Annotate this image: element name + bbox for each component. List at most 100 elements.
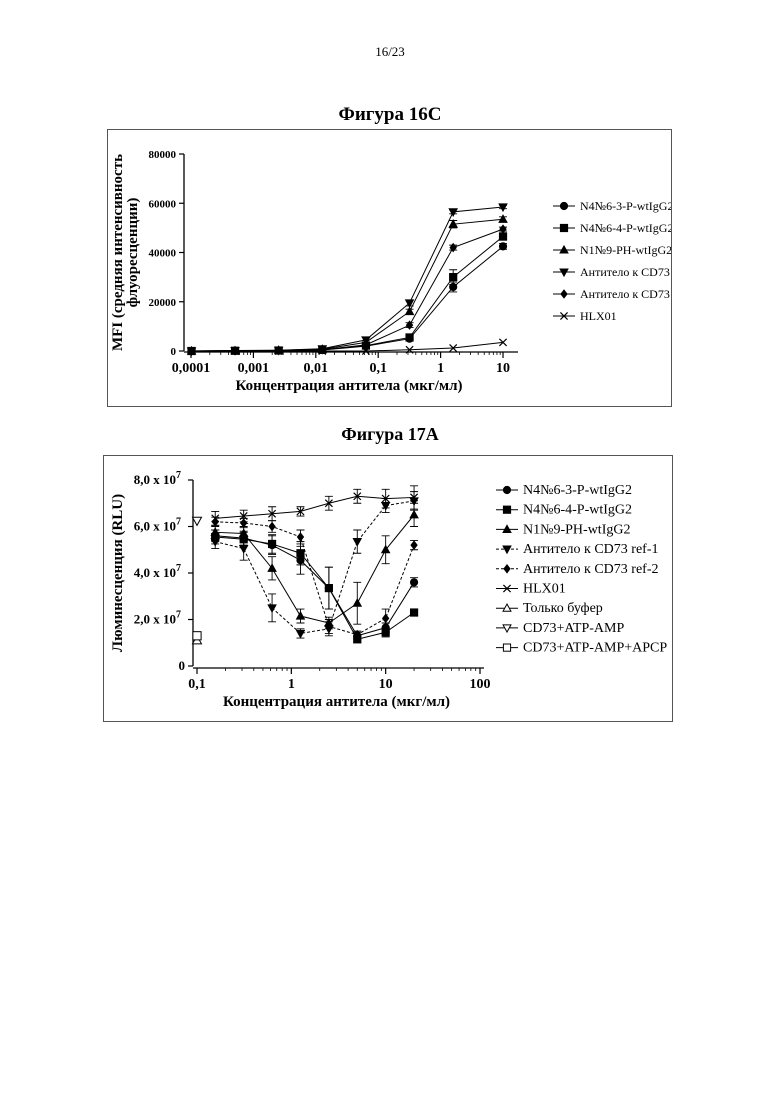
fig16c-legend-item-антитело-к-cd73-ref-1: Антитело к CD73 ref-1 bbox=[553, 265, 671, 279]
fig17a-x-tick-label: 10 bbox=[379, 677, 393, 692]
fig17a-series-cd73-atp-amp-apcp-point bbox=[193, 632, 201, 640]
fig16c-series-n4-6-4-p-wtigg2-point bbox=[499, 233, 506, 240]
fig16c-legend-label: N4№6-3-P-wtIgG2 bbox=[580, 199, 671, 213]
fig17a-series-cd73-atp-amp bbox=[192, 517, 201, 525]
fig17a-legend-label: CD73+ATP-AMP+APCP bbox=[523, 641, 667, 656]
fig16c-series-n4-6-4-p-wtigg2-line bbox=[192, 236, 503, 351]
figure-17a-chart: 0 2,0 x 107 4,0 x 107 6,0 x 107 8,0 x 107 0,1… bbox=[104, 456, 672, 721]
figure-17a-chart-frame: 0 2,0 x 107 4,0 x 107 6,0 x 107 8,0 x 107 0,1… bbox=[103, 455, 673, 722]
fig17a-y-tick-label: 0 bbox=[179, 658, 186, 673]
fig16c-legend-label: N1№9-PH-wtIgG2 bbox=[580, 243, 671, 257]
fig17a-legend-item-n4-6-4-p-wtigg2: N4№6-4-P-wtIgG2 bbox=[496, 503, 632, 518]
fig17a-series-cd73-atp-amp-apcp bbox=[193, 632, 201, 640]
fig17a-legend-marker bbox=[504, 565, 510, 573]
fig16c-legend-label: Антитело к CD73 ref-1 bbox=[580, 265, 671, 279]
fig16c-legend-marker bbox=[560, 224, 567, 231]
fig17a-y-tick-label: 6,0 x 107 bbox=[134, 517, 181, 534]
fig16c-series-n4-6-3-p-wtigg2-point bbox=[499, 243, 506, 250]
fig17a-series-антитело-к-cd73-ref-2-point bbox=[411, 541, 417, 549]
fig17a-series-n4-6-4-p-wtigg2-point bbox=[410, 609, 417, 616]
fig16c-y-tick-label: 80000 bbox=[149, 149, 177, 161]
fig16c-x-tick-label: 1 bbox=[437, 361, 444, 376]
fig17a-legend-item-антитело-к-cd73-ref-2: Антитело к CD73 ref-2 bbox=[496, 562, 658, 577]
fig16c-x-axis-label: Концентрация антитела (мкг/мл) bbox=[235, 378, 462, 394]
fig17a-legend-label: N1№9-PH-wtIgG2 bbox=[523, 522, 630, 537]
fig17a-series-n4-6-4-p-wtigg2-point bbox=[297, 550, 304, 557]
fig17a-legend-item-n4-6-3-p-wtigg2: N4№6-3-P-wtIgG2 bbox=[496, 483, 632, 498]
fig16c-legend-item-hlx01: HLX01 bbox=[553, 309, 617, 323]
fig17a-series-антитело-к-cd73-ref-2-point bbox=[383, 614, 389, 622]
fig16c-y-tick-label: 60000 bbox=[149, 198, 177, 210]
fig17a-series-антитело-к-cd73-ref-2-point bbox=[297, 533, 303, 541]
figure-16c-chart: 0200004000060000800000,00010,0010,010,11… bbox=[108, 130, 671, 406]
fig17a-series-n1-9-ph-wtigg2-point bbox=[353, 599, 361, 606]
fig17a-x-tick-label: 0,1 bbox=[188, 677, 206, 692]
fig16c-x-tick-label: 10 bbox=[496, 361, 510, 376]
fig17a-series-n1-9-ph-wtigg2-point bbox=[410, 511, 418, 518]
fig17a-series-антитело-к-cd73-ref-1-point bbox=[240, 546, 248, 553]
figure-17a-title: Фигура 17A bbox=[0, 424, 780, 445]
fig16c-legend-label: HLX01 bbox=[580, 309, 617, 323]
fig17a-series-n4-6-4-p-wtigg2-point bbox=[325, 585, 332, 592]
fig17a-legend-marker bbox=[503, 525, 511, 532]
figure-16c-chart-frame: 0200004000060000800000,00010,0010,010,11… bbox=[107, 129, 672, 407]
fig17a-legend-label: Антитело к CD73 ref-2 bbox=[523, 562, 658, 577]
fig16c-x-tick-label: 0,001 bbox=[238, 361, 269, 376]
fig16c-series-n4-6-3-p-wtigg2 bbox=[188, 243, 507, 355]
fig16c-series-n4-6-4-p-wtigg2-point bbox=[450, 274, 457, 281]
fig17a-series-n4-6-4-p-wtigg2-point bbox=[268, 540, 275, 547]
fig16c-series-n1-9-ph-wtigg2-point bbox=[406, 307, 414, 314]
fig17a-legend-marker bbox=[503, 546, 511, 553]
fig16c-series-n1-9-ph-wtigg2 bbox=[188, 215, 507, 354]
fig17a-y-tick-label: 8,0 x 107 bbox=[134, 470, 181, 487]
page-number: 16/23 bbox=[0, 44, 780, 60]
fig16c-legend-item-антитело-к-cd73-ref-2: Антитело к CD73 ref-2 bbox=[553, 287, 671, 301]
fig16c-legend-item-n4-6-3-p-wtigg2: N4№6-3-P-wtIgG2 bbox=[553, 199, 671, 213]
fig17a-legend-label: Только буфер bbox=[523, 601, 603, 616]
fig16c-series-n1-9-ph-wtigg2-point bbox=[499, 215, 507, 222]
fig17a-series-антитело-к-cd73-ref-1-point bbox=[268, 605, 276, 612]
fig16c-series-n4-6-4-p-wtigg2 bbox=[188, 233, 507, 355]
fig16c-legend-marker bbox=[560, 246, 568, 253]
fig17a-legend-item-cd73-atp-amp: CD73+ATP-AMP bbox=[496, 621, 624, 636]
fig16c-y-axis-label: MFI (средняя интенсивность bbox=[110, 154, 126, 351]
fig16c-y-tick-label: 0 bbox=[171, 346, 177, 358]
fig16c-series-n4-6-3-p-wtigg2-line bbox=[192, 246, 503, 351]
fig17a-y-tick-label: 2,0 x 107 bbox=[134, 610, 181, 627]
fig16c-y-tick-label: 20000 bbox=[149, 297, 177, 309]
fig17a-legend-label: Антитело к CD73 ref-1 bbox=[523, 542, 658, 557]
fig16c-legend-marker bbox=[560, 202, 567, 209]
fig17a-x-tick-label: 1 bbox=[288, 677, 295, 692]
fig16c-legend-marker bbox=[561, 290, 567, 298]
fig17a-series-n1-9-ph-wtigg2-point bbox=[297, 612, 305, 619]
fig17a-legend-item-только-буфер: Только буфер bbox=[496, 601, 603, 616]
fig17a-legend-label: CD73+ATP-AMP bbox=[523, 621, 624, 636]
fig16c-series-n4-6-4-p-wtigg2-point bbox=[406, 334, 413, 341]
fig16c-legend-item-n4-6-4-p-wtigg2: N4№6-4-P-wtIgG2 bbox=[553, 221, 671, 235]
fig16c-x-tick-label: 0,01 bbox=[304, 361, 329, 376]
fig16c-y-axis-label: флуоресценции) bbox=[125, 198, 141, 308]
fig17a-legend-item-антитело-к-cd73-ref-1: Антитело к CD73 ref-1 bbox=[496, 542, 658, 557]
fig16c-x-tick-label: 0,0001 bbox=[172, 361, 211, 376]
fig17a-y-tick-label: 4,0 x 107 bbox=[134, 563, 181, 580]
fig17a-series-антитело-к-cd73-ref-1-point bbox=[353, 539, 361, 546]
fig17a-series-антитело-к-cd73-ref-2-point bbox=[269, 523, 275, 531]
fig17a-legend-item-hlx01: HLX01 bbox=[496, 582, 566, 597]
fig16c-legend-label: N4№6-4-P-wtIgG2 bbox=[580, 221, 671, 235]
fig17a-series-n4-6-4-p-wtigg2-point bbox=[382, 629, 389, 636]
fig17a-x-axis-label: Концентрация антитела (мкг/мл) bbox=[223, 694, 450, 710]
fig16c-legend-marker bbox=[560, 269, 568, 276]
fig16c-series-антитело-к-cd73-ref-2-point bbox=[500, 225, 506, 233]
fig17a-legend-label: N4№6-4-P-wtIgG2 bbox=[523, 503, 632, 518]
fig17a-legend-marker bbox=[503, 486, 510, 493]
fig16c-series-антитело-к-cd73-ref-1 bbox=[188, 204, 507, 355]
fig17a-legend-item-n1-9-ph-wtigg2: N1№9-PH-wtIgG2 bbox=[496, 522, 630, 537]
fig17a-series-антитело-к-cd73-ref-1-point bbox=[297, 630, 305, 637]
fig16c-legend-item-n1-9-ph-wtigg2: N1№9-PH-wtIgG2 bbox=[553, 243, 671, 257]
fig17a-legend-label: N4№6-3-P-wtIgG2 bbox=[523, 483, 632, 498]
figure-16c-title: Фигура 16C bbox=[0, 104, 780, 126]
fig17a-legend-label: HLX01 bbox=[523, 582, 566, 597]
fig17a-legend-marker bbox=[503, 604, 511, 611]
fig16c-legend-label: Антитело к CD73 ref-2 bbox=[580, 287, 671, 301]
fig17a-legend-item-cd73-atp-amp-apcp: CD73+ATP-AMP+APCP bbox=[496, 641, 667, 656]
